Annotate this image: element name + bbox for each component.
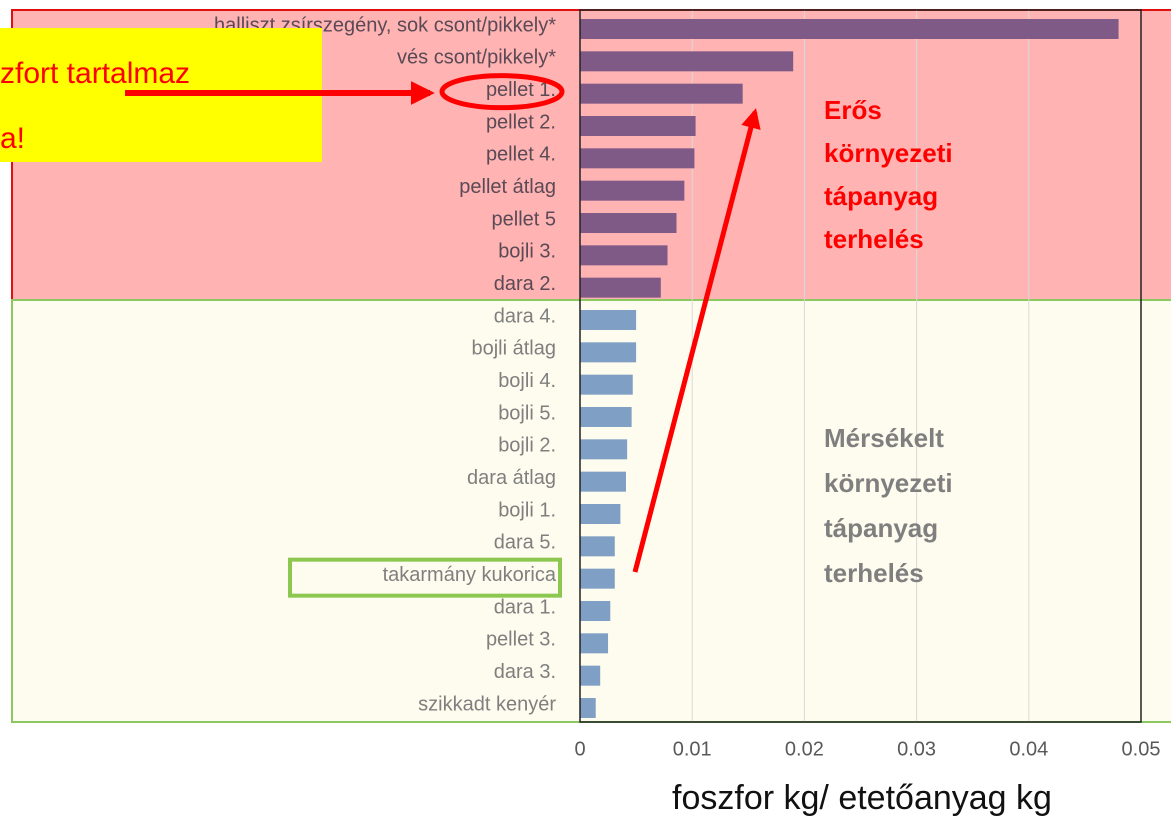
- bar: [580, 407, 632, 427]
- x-tick-label: 0.02: [785, 738, 824, 760]
- bar: [580, 374, 633, 395]
- y-tick-label: pellet 5: [492, 208, 557, 230]
- y-tick-label: bojli 5.: [498, 402, 556, 424]
- bar: [580, 180, 685, 201]
- y-tick-label: dara 2.: [494, 273, 556, 295]
- bar: [580, 19, 1119, 39]
- zone-label: környezeti: [824, 138, 953, 168]
- y-tick-label: pellet 1.: [486, 79, 556, 101]
- callout-text: a!: [0, 122, 25, 155]
- x-axis-label: foszfor kg/ etetőanyag kg: [672, 779, 1052, 817]
- arrow: [632, 108, 761, 573]
- bar: [580, 504, 621, 524]
- x-tick-label: 0.05: [1122, 738, 1161, 760]
- bar: [580, 601, 611, 621]
- x-tick-label: 0: [574, 738, 585, 760]
- bar: [580, 536, 615, 557]
- y-tick-label: dara 4.: [494, 305, 556, 327]
- bar: [580, 665, 601, 686]
- bar: [580, 568, 615, 589]
- zone-label: Mérsékelt: [824, 423, 944, 453]
- bar: [580, 633, 609, 654]
- zone-label: terhelés: [824, 558, 924, 588]
- callout-text: zfort tartalmaz: [0, 57, 190, 90]
- y-tick-label: dara 5.: [494, 532, 556, 554]
- y-tick-label: vés csont/pikkely*: [397, 47, 556, 69]
- bar: [580, 439, 628, 460]
- y-tick-label: pellet 2.: [486, 111, 556, 133]
- y-tick-label: bojli átlag: [471, 338, 556, 360]
- bar: [580, 342, 637, 363]
- bar: [580, 245, 668, 266]
- plot-frame: [579, 9, 1142, 723]
- y-tick-label: bojli 4.: [498, 370, 556, 392]
- x-tick-label: 0.04: [1009, 738, 1048, 760]
- y-tick-label: pellet 3.: [486, 629, 556, 651]
- y-tick-label: dara átlag: [467, 467, 556, 489]
- bar: [580, 51, 794, 72]
- x-tick-label: 0.01: [673, 738, 712, 760]
- y-tick-label: bojli 1.: [498, 499, 556, 521]
- y-tick-label: dara 3.: [494, 661, 556, 683]
- y-tick-label: bojli 2.: [498, 435, 556, 457]
- zone-label: Erős: [824, 95, 882, 125]
- highlight-box: [288, 557, 562, 598]
- bar: [580, 310, 637, 330]
- y-tick-label: takarmány kukorica: [383, 564, 557, 586]
- zone-label: terhelés: [824, 224, 924, 254]
- highlight-ellipse: [439, 73, 565, 111]
- y-tick-label: pellet átlag: [459, 176, 556, 198]
- bar: [580, 116, 696, 136]
- y-tick-label: pellet 4.: [486, 144, 556, 166]
- bar: [580, 213, 677, 233]
- bar: [580, 698, 596, 718]
- zone-label: tápanyag: [824, 181, 938, 211]
- zone-label: környezeti: [824, 468, 953, 498]
- bar: [580, 471, 627, 492]
- y-tick-label: bojli 3.: [498, 241, 556, 263]
- x-tick-label: 0.03: [897, 738, 936, 760]
- bar: [580, 148, 695, 169]
- bar: [580, 277, 661, 298]
- zone-label: tápanyag: [824, 513, 938, 543]
- y-tick-label: dara 1.: [494, 596, 556, 618]
- y-tick-label: szikkadt kenyér: [418, 693, 556, 715]
- bar: [580, 83, 743, 104]
